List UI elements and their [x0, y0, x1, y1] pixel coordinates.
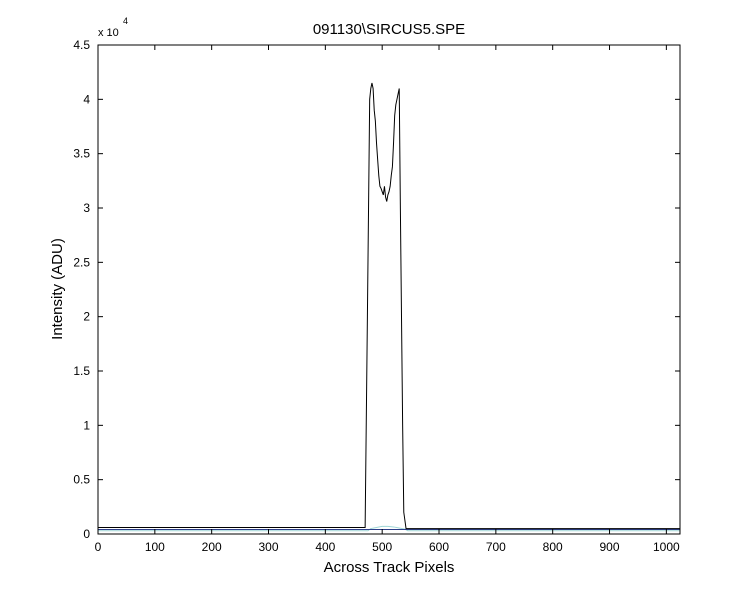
y-tick-label: 4.5	[73, 38, 90, 52]
x-axis-ticks: 0 100 200 300 400 500 600 700 800 900 1000	[95, 45, 680, 554]
y-tick-label: 3.5	[73, 147, 90, 161]
x-tick-label: 700	[486, 540, 506, 554]
x-tick-label: 900	[600, 540, 620, 554]
chart-title: 091130\SIRCUS5.SPE	[313, 21, 465, 38]
y-tick-label: 0.5	[73, 473, 90, 487]
y-tick-label: 1	[83, 418, 90, 432]
x-tick-label: 100	[145, 540, 165, 554]
y-axis-label: Intensity (ADU)	[49, 238, 66, 340]
x-tick-label: 200	[202, 540, 222, 554]
series-line-1	[98, 82, 680, 530]
y-axis-ticks: 0 0.5 1 1.5 2 2.5 3 3.5 4 4.5	[73, 38, 680, 541]
x-axis-label: Across Track Pixels	[324, 559, 455, 576]
y-tick-label: 1.5	[73, 364, 90, 378]
x-tick-label: 800	[543, 540, 563, 554]
x-tick-label: 0	[95, 540, 102, 554]
y-axis-multiplier: x 10	[98, 27, 119, 39]
y-tick-label: 2	[83, 310, 90, 324]
series-layer	[98, 82, 680, 532]
y-tick-label: 2.5	[73, 255, 90, 269]
y-tick-label: 4	[83, 92, 90, 106]
x-tick-label: 300	[258, 540, 278, 554]
x-tick-label: 400	[315, 540, 335, 554]
y-tick-label: 3	[83, 201, 90, 215]
x-tick-label: 600	[429, 540, 449, 554]
y-tick-label: 0	[83, 527, 90, 541]
plot-area	[98, 45, 680, 534]
y-axis-exponent: 4	[123, 16, 128, 26]
axes-box	[97, 44, 681, 535]
x-tick-label: 1000	[653, 540, 680, 554]
x-tick-label: 500	[372, 540, 392, 554]
